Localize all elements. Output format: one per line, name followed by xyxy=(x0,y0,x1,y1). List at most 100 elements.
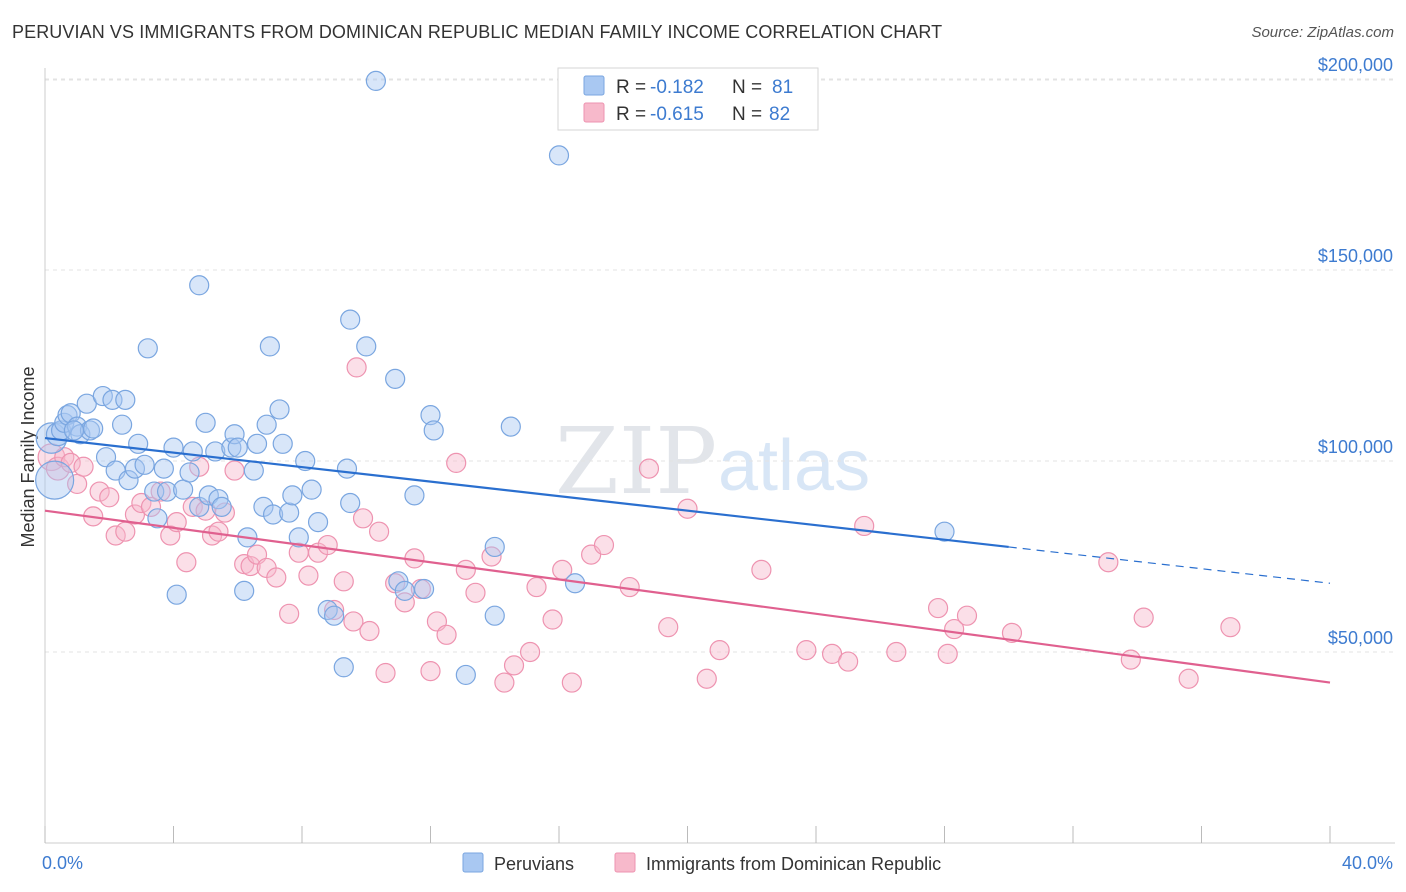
peruvians-point-39 xyxy=(221,437,242,458)
peruvians-point-54 xyxy=(288,527,309,548)
legend-swatch-peruvians xyxy=(462,852,484,873)
y-tick-label-0: $50,000 xyxy=(1328,628,1393,648)
peruvians-point-73 xyxy=(455,664,476,686)
peruvians-point-1 xyxy=(35,460,75,500)
y-tick-label-2: $150,000 xyxy=(1318,246,1393,266)
dominican-point-17 xyxy=(176,552,197,573)
dominican-point-78 xyxy=(956,605,978,626)
dominican-point-70 xyxy=(796,639,817,661)
stats-legend-n-value-1: 81 xyxy=(772,77,793,98)
peruvians-point-34 xyxy=(195,412,216,433)
peruvians-point-21 xyxy=(134,454,155,475)
legend-label-dominican: Immigrants from Dominican Republic xyxy=(646,854,941,874)
dominican-point-52 xyxy=(465,582,486,603)
source-note: Source: ZipAtlas.com xyxy=(1251,24,1394,41)
dominican-point-26 xyxy=(240,555,261,577)
dominican-point-83 xyxy=(1178,668,1199,689)
stats-legend-r-label-1: R = xyxy=(616,77,646,98)
peruvians-point-40 xyxy=(224,424,245,445)
dominican-point-30 xyxy=(279,603,300,624)
x-tick-labels: 0.0% 40.0% xyxy=(42,853,1393,873)
peruvians-point-60 xyxy=(333,657,354,678)
peruvians-point-33 xyxy=(189,275,210,296)
dominican-point-74 xyxy=(886,641,907,663)
y-tick-label-3: $200,000 xyxy=(1318,55,1393,75)
dominican-point-34 xyxy=(317,534,338,556)
dominican-point-7 xyxy=(89,481,110,502)
dominican-point-69 xyxy=(751,559,772,580)
peruvians-point-38 xyxy=(211,496,232,517)
stats-legend: R = -0.182 N = 81 R = -0.615 N = 82 xyxy=(557,67,819,131)
dominican-point-84 xyxy=(1220,617,1241,638)
stats-legend-n-label-2: N = xyxy=(732,104,762,125)
dominican-point-68 xyxy=(709,639,730,661)
peruvians-point-70 xyxy=(413,578,435,600)
dominican-point-60 xyxy=(561,672,582,693)
peruvians-point-44 xyxy=(243,460,264,481)
dominican-point-13 xyxy=(140,496,162,517)
stats-legend-r-value-2: -0.615 xyxy=(650,104,704,125)
peruvians-point-25 xyxy=(153,458,174,479)
peruvians-point-17 xyxy=(115,389,136,410)
dominican-point-5 xyxy=(73,456,94,477)
dominican-point-50 xyxy=(446,452,467,474)
legend-label-peruvians: Peruvians xyxy=(494,854,574,874)
axes xyxy=(44,68,1395,844)
series-peruvians-points xyxy=(35,70,955,686)
y-tick-label-1: $100,000 xyxy=(1318,437,1393,457)
stats-legend-r-label-2: R = xyxy=(616,104,646,125)
dominican-point-72 xyxy=(838,651,859,672)
dominican-point-75 xyxy=(927,597,949,619)
dominican-point-40 xyxy=(359,620,380,642)
dominican-point-82 xyxy=(1133,607,1154,628)
peruvians-point-79 xyxy=(934,521,955,542)
peruvians-point-6 xyxy=(60,403,81,424)
peruvians-point-29 xyxy=(173,479,194,500)
dominican-point-64 xyxy=(638,458,660,479)
peruvians-point-53 xyxy=(282,485,303,506)
dominican-point-81 xyxy=(1120,649,1141,670)
dominican-point-67 xyxy=(696,668,717,689)
dominican-point-23 xyxy=(214,502,235,523)
peruvians-point-24 xyxy=(147,508,168,529)
dominican-point-8 xyxy=(99,487,120,508)
dominican-point-58 xyxy=(542,609,563,630)
peruvians-point-50 xyxy=(269,399,290,420)
peruvians-point-61 xyxy=(336,458,358,479)
peruvians-point-26 xyxy=(156,481,178,502)
stats-legend-n-value-2: 82 xyxy=(769,104,790,125)
dominican-point-80 xyxy=(1098,552,1119,573)
peruvians-point-45 xyxy=(246,433,268,454)
trend-lines xyxy=(44,436,1331,684)
series-dominican-points xyxy=(37,357,1241,693)
dominican-point-62 xyxy=(593,534,615,556)
peruvians-point-59 xyxy=(324,605,345,626)
dominican-point-37 xyxy=(343,611,364,632)
dominican-point-15 xyxy=(160,525,181,546)
peruvians-point-74 xyxy=(484,605,505,626)
watermark-atlas: atlas xyxy=(718,426,870,506)
dominican-point-79 xyxy=(1001,622,1023,644)
legend-swatch-dominican xyxy=(614,852,636,873)
dominican-point-18 xyxy=(182,496,203,517)
dominican-point-10 xyxy=(115,521,136,542)
dominican-point-54 xyxy=(494,672,515,693)
stats-legend-r-value-1: -0.182 xyxy=(650,77,704,98)
dominican-point-42 xyxy=(375,662,396,684)
peruvians-point-11 xyxy=(83,418,104,439)
peruvians-point-42 xyxy=(234,580,255,601)
dominican-point-49 xyxy=(436,624,457,645)
peruvians-point-22 xyxy=(137,338,158,359)
chart-title: PERUVIAN VS IMMIGRANTS FROM DOMINICAN RE… xyxy=(12,22,943,42)
peruvians-point-80 xyxy=(63,420,85,441)
peruvians-point-62 xyxy=(340,492,361,514)
peruvians-point-28 xyxy=(166,584,187,605)
peruvians-point-31 xyxy=(182,441,203,462)
peruvians-point-65 xyxy=(365,70,386,92)
dominican-point-73 xyxy=(854,515,875,537)
peruvians-point-49 xyxy=(262,504,284,525)
peruvians-trend-line xyxy=(44,436,1009,549)
peruvians-trend-extension xyxy=(1008,546,1331,584)
peruvians-point-63 xyxy=(340,309,361,330)
